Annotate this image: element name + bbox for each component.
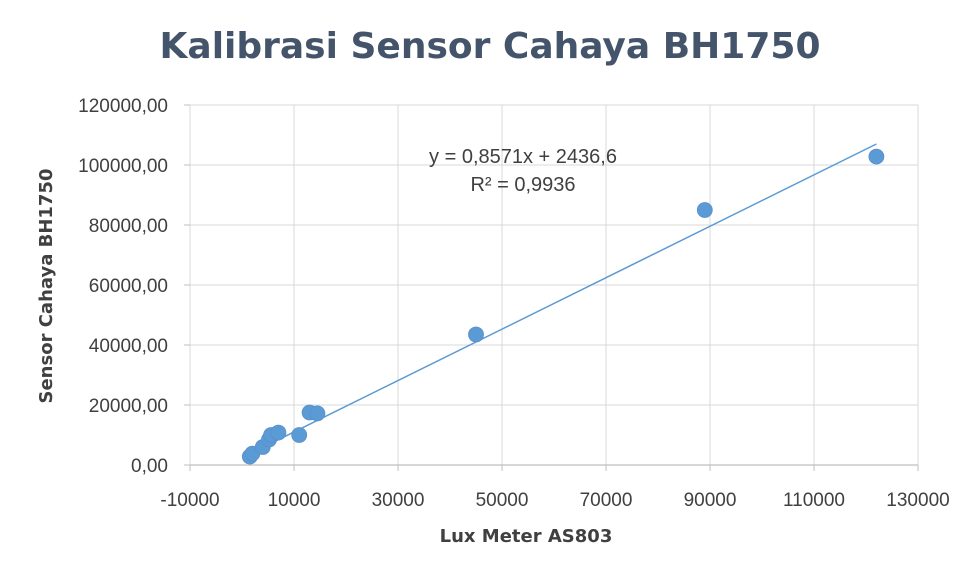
- x-tick-label: 10000: [268, 490, 321, 511]
- y-tick-label: 80000,00: [89, 216, 168, 237]
- x-tick-label: 30000: [372, 490, 425, 511]
- gridlines: [189, 104, 919, 465]
- x-tick-label: 130000: [886, 490, 949, 511]
- x-tick-label: 110000: [783, 490, 845, 511]
- data-point: [291, 427, 308, 443]
- y-axis-title: Sensor Cahaya BH1750: [36, 168, 57, 403]
- trendline: [249, 143, 877, 455]
- data-point: [309, 405, 326, 422]
- y-tick-label: 0,00: [131, 456, 168, 477]
- y-tick-label: 20000,00: [89, 396, 168, 417]
- data-point: [468, 326, 484, 343]
- y-tick-label: 100000,00: [78, 156, 168, 177]
- x-tick-label: 50000: [476, 490, 529, 511]
- x-tick-label: -10000: [160, 490, 219, 511]
- data-points: [241, 148, 885, 465]
- y-tick-label: 60000,00: [89, 276, 168, 297]
- y-tick-label: 40000,00: [89, 336, 168, 357]
- x-tick-label: 90000: [684, 490, 737, 511]
- axes: [184, 104, 919, 471]
- tick-labels: 0,00 20000,00 40000,00 60000,00 80000,00 1000…: [78, 96, 950, 511]
- chart-title: Kalibrasi Sensor Cahaya BH1750: [160, 26, 821, 67]
- trendline-equation: y = 0,8571x + 2436,6: [429, 146, 617, 168]
- y-tick-label: 120000,00: [78, 96, 168, 117]
- data-point: [868, 148, 885, 165]
- x-tick-label: 70000: [580, 490, 633, 511]
- data-point: [270, 424, 287, 441]
- trendline-r-squared: R² = 0,9936: [470, 174, 575, 196]
- data-point: [696, 202, 713, 218]
- trendline-group: [249, 143, 877, 455]
- x-axis-title: Lux Meter AS803: [440, 526, 613, 547]
